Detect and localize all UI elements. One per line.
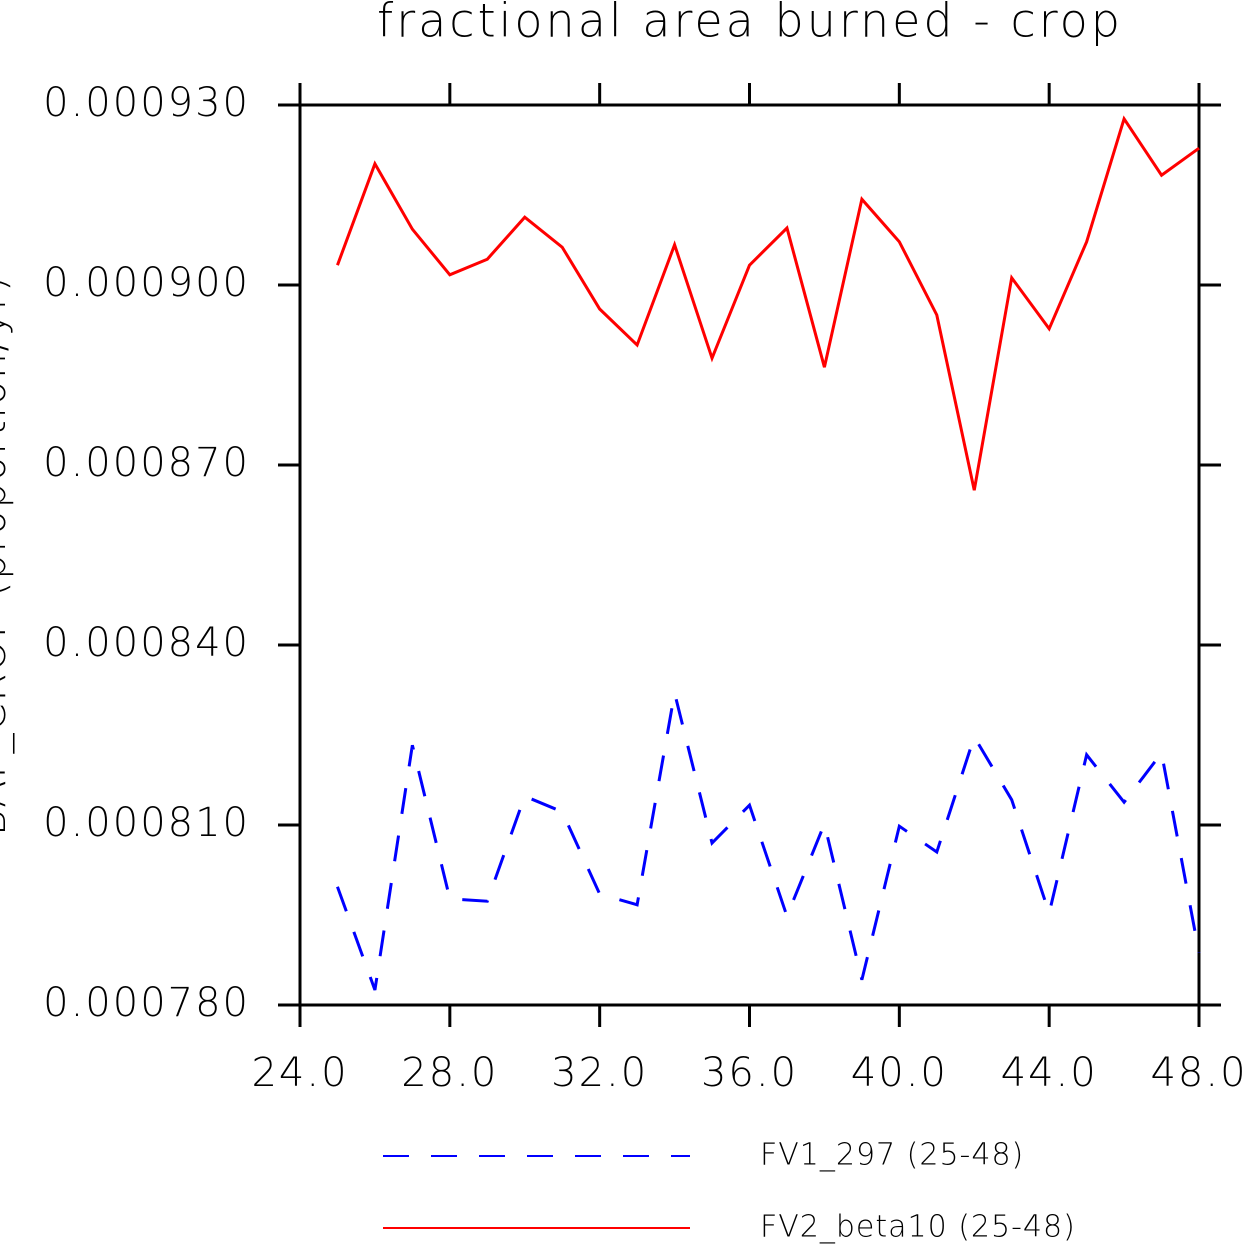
x-tick-label: 40.0 <box>851 1050 948 1096</box>
legend-label: FV2_beta10 (25-48) <box>760 1210 1076 1245</box>
x-tick-label: 32.0 <box>551 1050 648 1096</box>
chart-title: fractional area burned - crop <box>377 0 1123 48</box>
x-tick-label: 44.0 <box>1001 1050 1098 1096</box>
x-tick-label: 28.0 <box>401 1050 498 1096</box>
x-tick-label: 36.0 <box>701 1050 798 1096</box>
plot-frame <box>298 103 1201 1007</box>
y-axis-label: BAF_CROP (proportion/yr) <box>0 274 15 836</box>
x-tick-label: 24.0 <box>251 1050 348 1096</box>
y-tick-label: 0.000930 <box>43 80 250 126</box>
legend-label: FV1_297 (25-48) <box>760 1138 1024 1173</box>
series-line <box>336 692 1201 991</box>
x-tick-label: 48.0 <box>1150 1050 1247 1096</box>
y-tick-label: 0.000780 <box>43 980 250 1026</box>
y-tick-label: 0.000810 <box>43 800 250 846</box>
y-tick-label: 0.000900 <box>43 260 250 306</box>
y-tick-label: 0.000840 <box>43 620 250 666</box>
y-tick-label: 0.000870 <box>43 440 250 486</box>
series-line <box>336 115 1200 491</box>
